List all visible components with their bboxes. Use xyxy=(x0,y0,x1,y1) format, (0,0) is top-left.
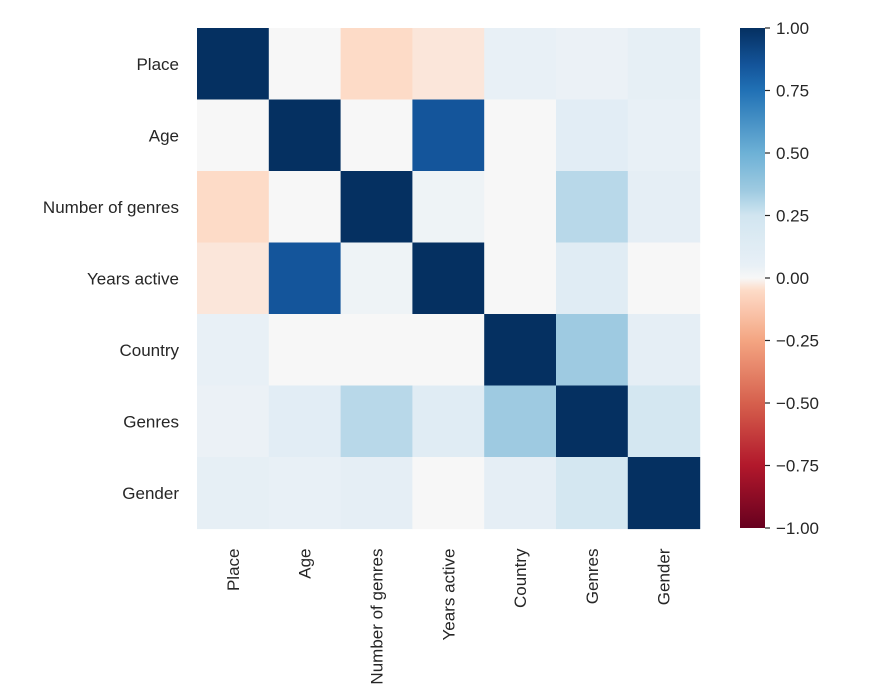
heatmap-cell-genres-age xyxy=(268,385,342,458)
heatmap-cell-country-country xyxy=(484,314,557,387)
heatmap-cell-age-number-of-genres xyxy=(340,99,413,172)
heatmap-cell-genres-genres xyxy=(556,385,629,458)
colorbar-tick-label: −1.00 xyxy=(776,519,819,538)
heatmap-cell-place-years-active xyxy=(412,28,485,101)
heatmap-cell-country-gender xyxy=(627,314,701,387)
x-axis-tick-labels: Place Age Number of genres Years active Coun… xyxy=(224,548,674,685)
heatmap-cell-years-active-genres xyxy=(556,242,629,315)
heatmap-cell-age-age xyxy=(268,99,342,172)
heatmap-cell-years-active-number-of-genres xyxy=(340,242,413,315)
heatmap-cell-years-active-country xyxy=(484,242,557,315)
heatmap-cell-gender-number-of-genres xyxy=(340,457,413,530)
colorbar-tick-label: 0.50 xyxy=(776,144,809,163)
heatmap-cell-age-years-active xyxy=(412,99,485,172)
heatmap-cell-number-of-genres-gender xyxy=(627,171,701,244)
x-tick-label-number-of-genres: Number of genres xyxy=(368,549,387,685)
x-tick-label-years-active: Years active xyxy=(439,549,458,641)
heatmap-cell-gender-gender xyxy=(627,457,701,530)
heatmap-cell-number-of-genres-genres xyxy=(556,171,629,244)
colorbar-tick-label: −0.25 xyxy=(776,332,819,351)
heatmap-cell-place-place xyxy=(197,28,270,101)
colorbar-tick-label: −0.75 xyxy=(776,457,819,476)
heatmap-cell-number-of-genres-number-of-genres xyxy=(340,171,413,244)
x-tick-label-age: Age xyxy=(296,549,315,579)
heatmap-cell-age-country xyxy=(484,99,557,172)
heatmap-cell-years-active-age xyxy=(268,242,342,315)
colorbar-tick-label: 0.75 xyxy=(776,82,809,101)
heatmap-cell-gender-country xyxy=(484,457,557,530)
heatmap-cell-genres-gender xyxy=(627,385,701,458)
y-tick-label-age: Age xyxy=(149,126,179,145)
heatmap-cell-number-of-genres-age xyxy=(268,171,342,244)
heatmap-cell-gender-place xyxy=(197,457,270,530)
heatmap-cell-country-genres xyxy=(556,314,629,387)
y-tick-label-place: Place xyxy=(136,55,179,74)
heatmap-cell-genres-place xyxy=(197,385,270,458)
heatmap-cell-place-age xyxy=(268,28,342,101)
y-tick-label-country: Country xyxy=(119,341,179,360)
heatmap-cell-age-genres xyxy=(556,99,629,172)
heatmap-cell-number-of-genres-years-active xyxy=(412,171,485,244)
y-tick-label-gender: Gender xyxy=(122,484,179,503)
heatmap-cell-genres-years-active xyxy=(412,385,485,458)
colorbar-tick-label: −0.50 xyxy=(776,394,819,413)
heatmap-cell-country-age xyxy=(268,314,342,387)
heatmap-cell-place-gender xyxy=(627,28,701,101)
y-tick-label-years-active: Years active xyxy=(87,269,179,288)
heatmap-cell-country-years-active xyxy=(412,314,485,387)
colorbar-tick-labels: 1.00 0.75 0.50 0.25 0.00 −0.25 −0.50 −0.75 −1.00 xyxy=(765,19,819,538)
colorbar-gradient xyxy=(740,28,765,528)
heatmap-cell-place-genres xyxy=(556,28,629,101)
heatmap-cell-genres-number-of-genres xyxy=(340,385,413,458)
colorbar-tick-label: 0.00 xyxy=(776,269,809,288)
heatmap-cell-gender-years-active xyxy=(412,457,485,530)
heatmap-cell-country-number-of-genres xyxy=(340,314,413,387)
heatmap-cell-years-active-gender xyxy=(627,242,701,315)
colorbar-tick-label: 1.00 xyxy=(776,19,809,38)
heatmap-cell-years-active-place xyxy=(197,242,270,315)
x-tick-label-country: Country xyxy=(511,548,530,608)
heatmap-cell-number-of-genres-place xyxy=(197,171,270,244)
heatmap-cell-number-of-genres-country xyxy=(484,171,557,244)
y-tick-label-genres: Genres xyxy=(123,412,179,431)
heatmap-cell-gender-genres xyxy=(556,457,629,530)
heatmap-cell-age-place xyxy=(197,99,270,172)
heatmap-cell-age-gender xyxy=(627,99,701,172)
heatmap-cell-place-number-of-genres xyxy=(340,28,413,101)
heatmap-cells xyxy=(197,28,701,530)
heatmap-cell-place-country xyxy=(484,28,557,101)
y-tick-label-number-of-genres: Number of genres xyxy=(43,198,179,217)
heatmap-cell-genres-country xyxy=(484,385,557,458)
heatmap-cell-years-active-years-active xyxy=(412,242,485,315)
x-tick-label-gender: Gender xyxy=(655,548,674,605)
colorbar xyxy=(740,28,765,528)
heatmap-cell-gender-age xyxy=(268,457,342,530)
y-axis-tick-labels: Place Age Number of genres Years active Coun… xyxy=(43,55,180,503)
x-tick-label-place: Place xyxy=(224,549,243,592)
colorbar-tick-label: 0.25 xyxy=(776,207,809,226)
x-tick-label-genres: Genres xyxy=(583,549,602,605)
heatmap-cell-country-place xyxy=(197,314,270,387)
